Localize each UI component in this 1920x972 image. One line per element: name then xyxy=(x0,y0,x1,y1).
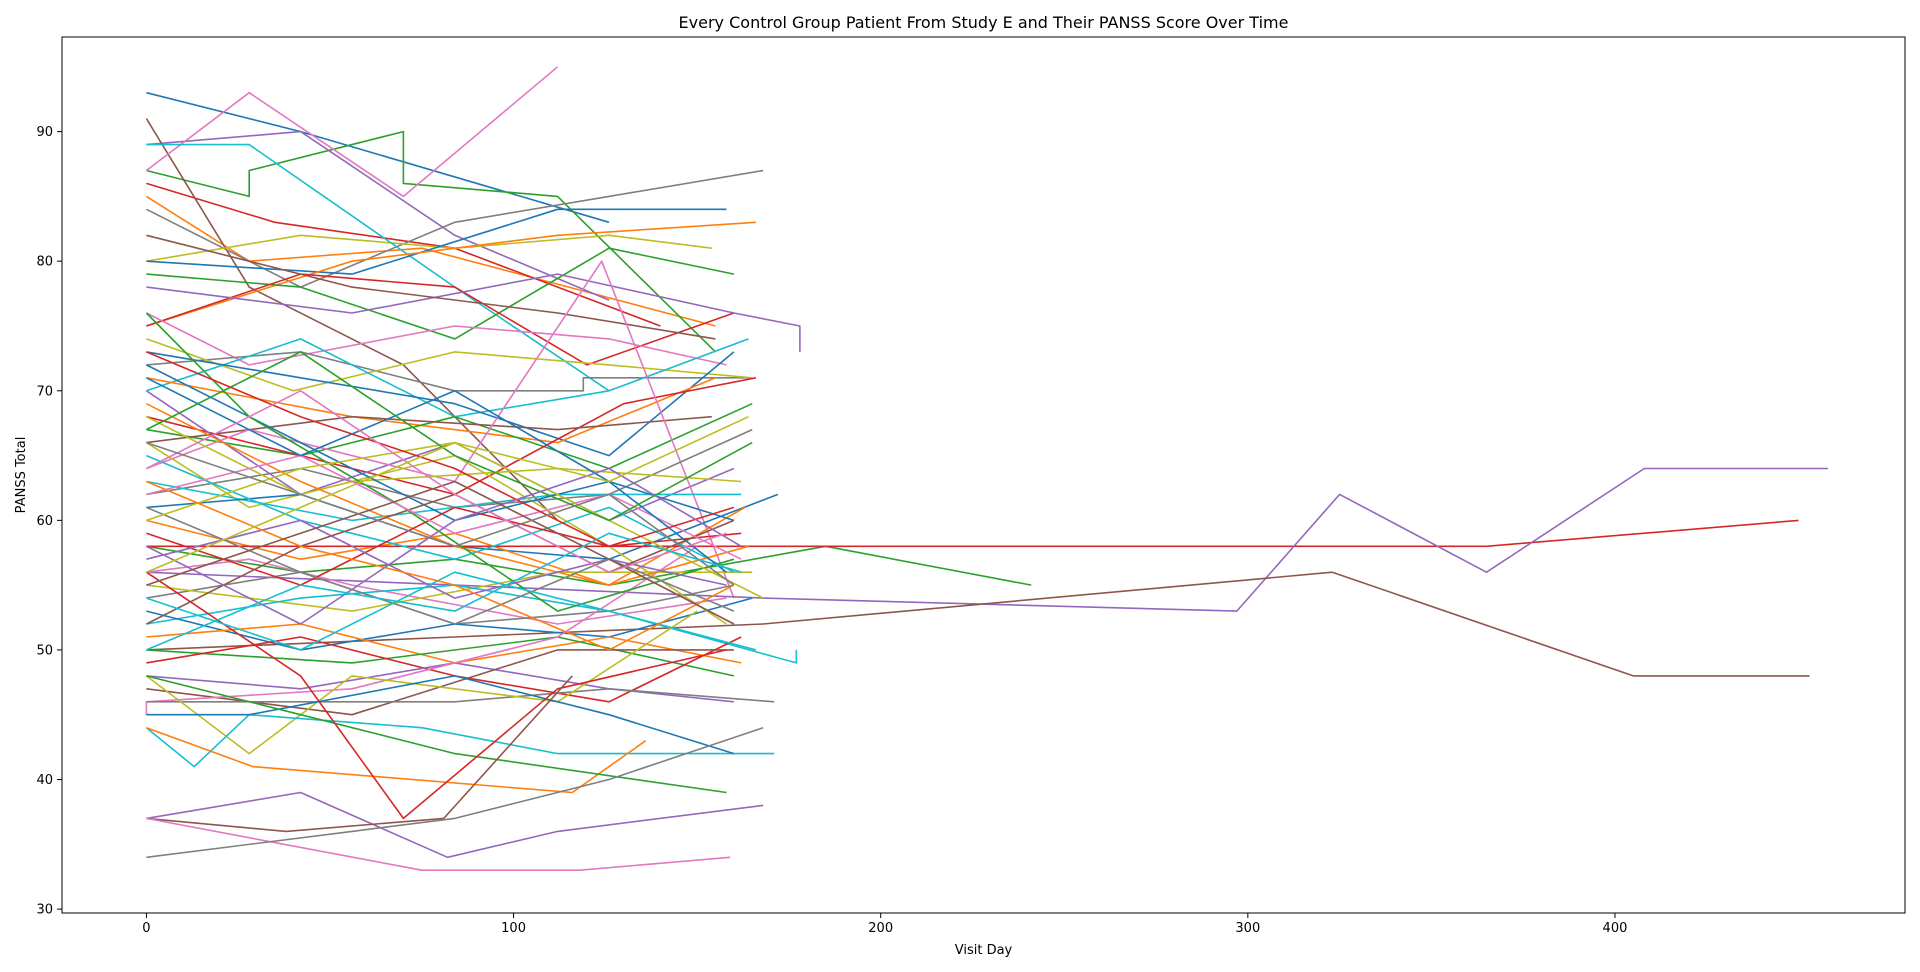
series-layer xyxy=(145,66,1828,872)
series-line-p76 xyxy=(146,480,735,625)
y-axis-label: PANSS Total xyxy=(14,437,29,514)
y-tick-label: 30 xyxy=(36,903,53,918)
series-line-p16 xyxy=(146,234,716,340)
series-line-p35 xyxy=(146,467,1828,612)
series-line-p04 xyxy=(146,182,661,327)
series-line-p73 xyxy=(146,351,753,522)
x-tick-label: 0 xyxy=(142,921,150,936)
series-line-p10 xyxy=(146,143,610,392)
series-line-p48 xyxy=(146,687,775,703)
y-axis: 30 40 50 60 70 80 90 xyxy=(36,125,62,918)
x-axis: 0 100 200 300 400 xyxy=(142,913,1627,936)
series-line-p13 xyxy=(146,247,735,340)
series-line-p74 xyxy=(146,351,735,548)
series-line-p60 xyxy=(146,454,735,573)
series-line-p58 xyxy=(146,726,764,859)
y-tick-label: 90 xyxy=(36,125,53,140)
chart-title: Every Control Group Patient From Study E… xyxy=(679,13,1289,32)
series-line-p12 xyxy=(146,221,756,327)
series-line-p02 xyxy=(145,195,716,327)
series-line-p72 xyxy=(146,480,735,651)
series-line-p11 xyxy=(146,208,727,275)
y-tick-label: 80 xyxy=(36,255,53,270)
series-line-p55 xyxy=(146,791,764,859)
x-tick-label: 400 xyxy=(1603,921,1628,936)
y-tick-label: 70 xyxy=(36,384,53,399)
series-line-p56 xyxy=(146,675,573,833)
series-line-p57 xyxy=(146,817,731,872)
x-tick-label: 300 xyxy=(1235,921,1260,936)
x-axis-label: Visit Day xyxy=(955,943,1013,958)
series-line-p50 xyxy=(145,713,775,768)
series-line-p18 xyxy=(146,351,753,392)
series-line-p54 xyxy=(145,571,727,820)
series-line-p75 xyxy=(146,467,742,625)
series-line-p17 xyxy=(146,312,727,366)
series-line-p52 xyxy=(146,726,647,794)
series-line-p22 xyxy=(146,377,716,444)
x-tick-label: 200 xyxy=(868,921,893,936)
series-line-p49 xyxy=(145,610,698,755)
series-line-p03 xyxy=(146,130,717,353)
series-line-p07 xyxy=(145,66,559,198)
series-line-p19 xyxy=(146,338,753,392)
series-line-p40 xyxy=(146,584,798,664)
series-line-p71 xyxy=(146,377,727,573)
series-line-p65 xyxy=(146,519,727,599)
series-line-p78 xyxy=(146,441,735,586)
series-line-p80 xyxy=(146,532,742,651)
plot-frame xyxy=(61,36,1906,914)
series-line-p36 xyxy=(146,571,1810,677)
series-line-p77 xyxy=(146,389,727,574)
series-line-p51 xyxy=(146,675,735,755)
y-tick-label: 50 xyxy=(36,643,53,658)
series-line-p53 xyxy=(146,675,727,794)
series-line-p79 xyxy=(146,415,749,573)
series-line-p05 xyxy=(146,130,610,301)
series-line-p47 xyxy=(145,545,698,715)
x-tick-label: 100 xyxy=(501,921,526,936)
y-tick-label: 40 xyxy=(36,773,53,788)
series-line-p43 xyxy=(146,636,735,677)
series-line-p37 xyxy=(146,558,727,625)
series-line-p15 xyxy=(146,273,801,352)
series-line-p23 xyxy=(146,402,753,470)
y-tick-label: 60 xyxy=(36,514,53,529)
